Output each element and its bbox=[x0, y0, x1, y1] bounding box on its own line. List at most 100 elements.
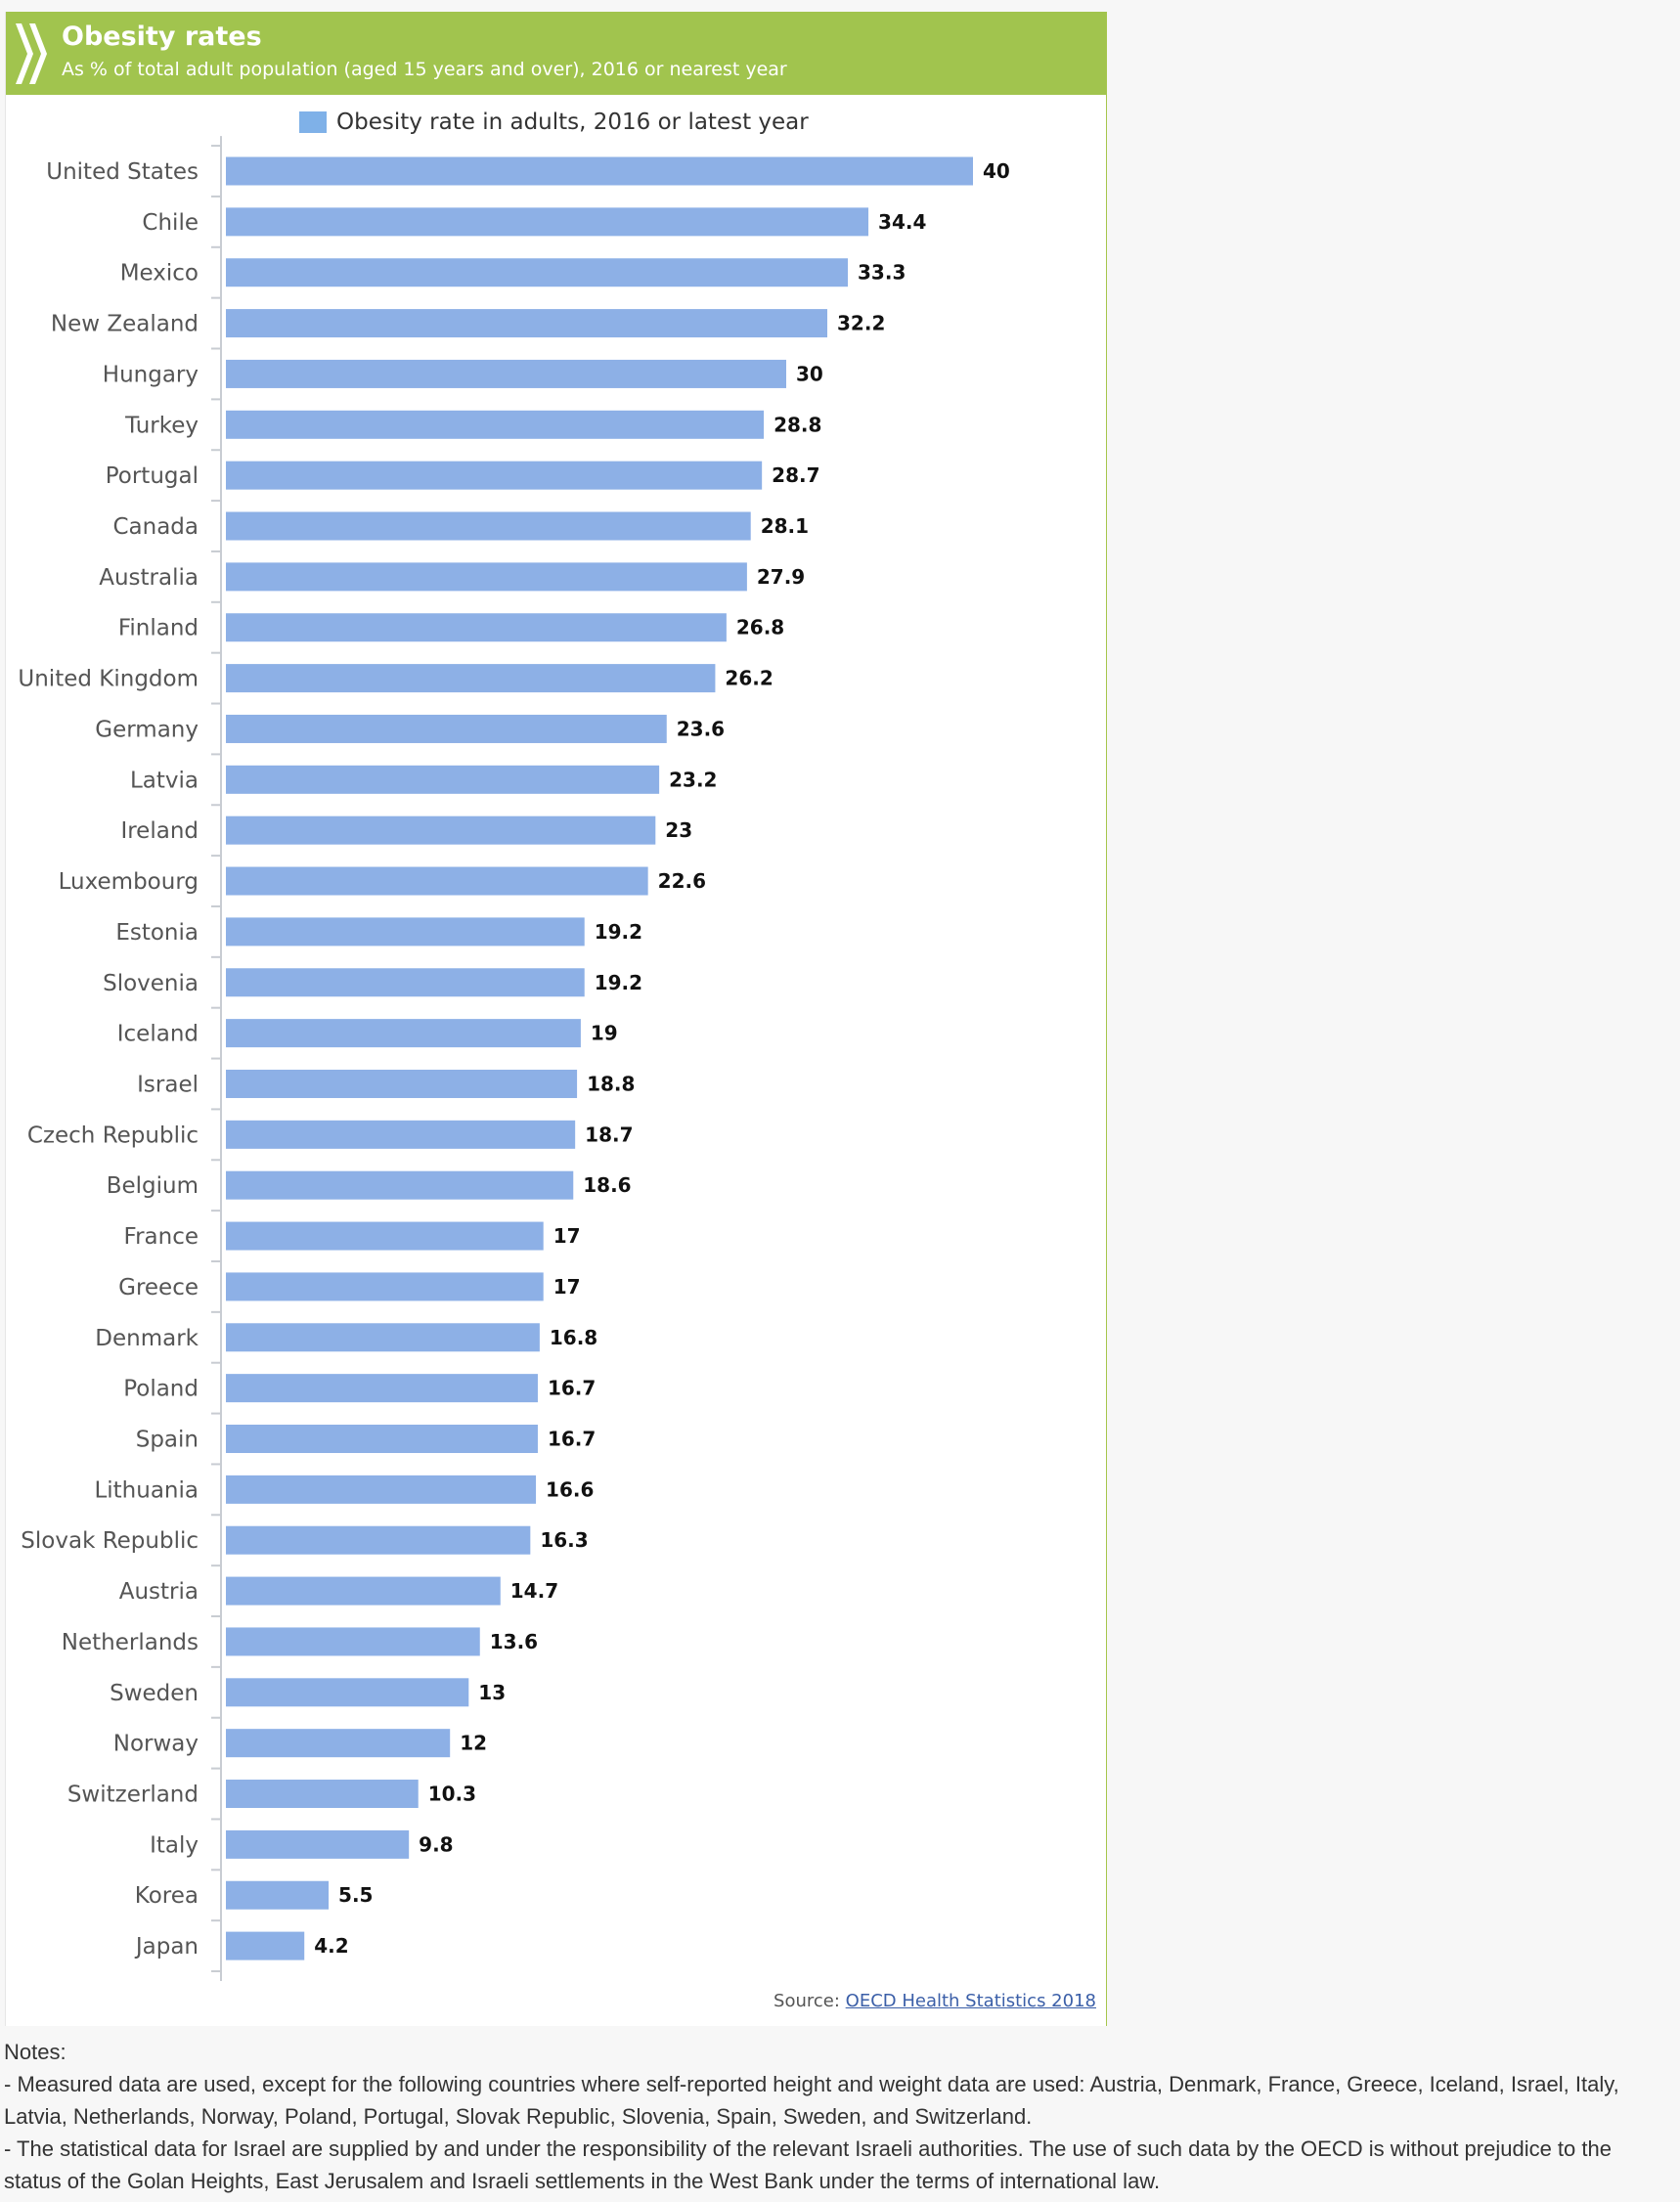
bar bbox=[226, 1627, 480, 1656]
source-link[interactable]: OECD Health Statistics 2018 bbox=[845, 1991, 1096, 2011]
data-label: 34.4 bbox=[878, 210, 926, 234]
data-label: 14.7 bbox=[510, 1579, 558, 1603]
bar bbox=[226, 1678, 469, 1707]
legend: Obesity rate in adults, 2016 or latest y… bbox=[299, 110, 809, 135]
data-label: 13.6 bbox=[490, 1630, 538, 1653]
bar bbox=[226, 1425, 538, 1453]
category-label: Israel bbox=[137, 1072, 199, 1097]
category-label: Canada bbox=[112, 514, 199, 540]
category-label: Finland bbox=[118, 616, 199, 641]
notes-heading: Notes: bbox=[4, 2040, 66, 2064]
bar bbox=[226, 207, 869, 237]
bar bbox=[226, 1272, 544, 1301]
data-label: 17 bbox=[553, 1224, 581, 1248]
data-label: 16.6 bbox=[546, 1477, 594, 1501]
bar bbox=[226, 1931, 305, 1960]
category-label: Slovak Republic bbox=[21, 1528, 199, 1554]
category-label: United Kingdom bbox=[18, 667, 199, 692]
chart-header: Obesity rates As % of total adult popula… bbox=[6, 12, 1106, 95]
bar bbox=[226, 815, 656, 845]
data-label: 28.8 bbox=[774, 413, 821, 436]
category-label: Mexico bbox=[120, 261, 199, 286]
chart-title: Obesity rates bbox=[62, 22, 262, 52]
data-label: 17 bbox=[553, 1275, 581, 1299]
data-label: 23.6 bbox=[677, 717, 725, 740]
category-label: Spain bbox=[136, 1428, 199, 1453]
category-label: Turkey bbox=[124, 413, 199, 438]
data-label: 18.7 bbox=[585, 1123, 633, 1146]
category-label: Austria bbox=[119, 1579, 199, 1605]
category-label: Latvia bbox=[130, 768, 199, 793]
data-label: 19 bbox=[591, 1022, 618, 1045]
data-label: 32.2 bbox=[837, 312, 885, 335]
bar bbox=[226, 765, 660, 794]
data-label: 5.5 bbox=[338, 1883, 373, 1907]
category-label: Greece bbox=[118, 1275, 199, 1300]
chart-card: Obesity rates As % of total adult popula… bbox=[5, 12, 1107, 2026]
data-label: 19.2 bbox=[595, 971, 642, 994]
category-label: Japan bbox=[134, 1934, 199, 1960]
note-line: - The statistical data for Israel are su… bbox=[4, 2136, 1612, 2193]
bar bbox=[226, 1374, 538, 1403]
bar bbox=[226, 1475, 537, 1504]
bar bbox=[226, 562, 747, 592]
category-label: Australia bbox=[99, 565, 199, 591]
category-label: Slovenia bbox=[103, 971, 199, 996]
data-label: 18.6 bbox=[583, 1173, 631, 1197]
bar bbox=[226, 1221, 544, 1251]
data-label: 12 bbox=[460, 1732, 487, 1755]
bar bbox=[226, 664, 716, 693]
data-label: 26.2 bbox=[725, 667, 773, 690]
data-label: 16.7 bbox=[548, 1428, 596, 1451]
data-label: 26.8 bbox=[736, 616, 784, 639]
bar bbox=[226, 1323, 540, 1352]
category-label: Korea bbox=[135, 1883, 199, 1909]
data-label: 16.8 bbox=[550, 1326, 597, 1349]
data-label: 23.2 bbox=[669, 768, 717, 791]
source-label: Source: bbox=[774, 1991, 840, 2011]
category-label: Czech Republic bbox=[27, 1123, 199, 1148]
data-label: 30 bbox=[796, 362, 823, 385]
bar bbox=[226, 714, 667, 743]
bar bbox=[226, 410, 765, 439]
category-label: Iceland bbox=[117, 1022, 199, 1047]
data-label: 10.3 bbox=[428, 1783, 476, 1806]
data-label: 18.8 bbox=[587, 1072, 635, 1095]
category-label: Chile bbox=[142, 210, 199, 236]
category-label: New Zealand bbox=[51, 312, 199, 337]
bar bbox=[226, 1120, 576, 1149]
oecd-logo-icon bbox=[16, 23, 47, 84]
bar bbox=[226, 156, 973, 186]
chart-subtitle: As % of total adult population (aged 15 … bbox=[62, 59, 787, 80]
bar bbox=[226, 1729, 451, 1758]
category-label: Portugal bbox=[106, 463, 199, 489]
legend-swatch bbox=[299, 111, 327, 133]
bar bbox=[226, 613, 727, 642]
note-line: - Measured data are used, except for the… bbox=[4, 2072, 1619, 2129]
bar-chart: United States 40 Chile 34.4 Mexico 33.3 New Ze… bbox=[18, 136, 1010, 1982]
category-label: France bbox=[124, 1224, 199, 1250]
bar bbox=[226, 461, 763, 490]
category-label: Poland bbox=[123, 1377, 199, 1402]
data-label: 27.9 bbox=[757, 565, 805, 589]
category-label: Switzerland bbox=[67, 1783, 199, 1808]
category-label: United States bbox=[46, 159, 199, 185]
bar bbox=[226, 968, 585, 997]
legend-label: Obesity rate in adults, 2016 or latest y… bbox=[336, 110, 809, 135]
category-label: Germany bbox=[95, 717, 199, 742]
bar bbox=[226, 1576, 501, 1606]
category-label: Netherlands bbox=[62, 1630, 199, 1655]
category-label: Belgium bbox=[107, 1173, 199, 1199]
bar bbox=[226, 359, 786, 388]
bar bbox=[226, 258, 849, 287]
bar bbox=[226, 1780, 419, 1809]
data-label: 13 bbox=[478, 1681, 506, 1704]
bar bbox=[226, 1069, 578, 1098]
bar bbox=[226, 917, 585, 947]
data-label: 28.1 bbox=[761, 514, 809, 538]
bar bbox=[226, 309, 828, 338]
data-label: 22.6 bbox=[658, 869, 706, 893]
bar bbox=[226, 1019, 581, 1048]
data-label: 23 bbox=[665, 818, 692, 842]
category-label: Hungary bbox=[103, 362, 199, 387]
